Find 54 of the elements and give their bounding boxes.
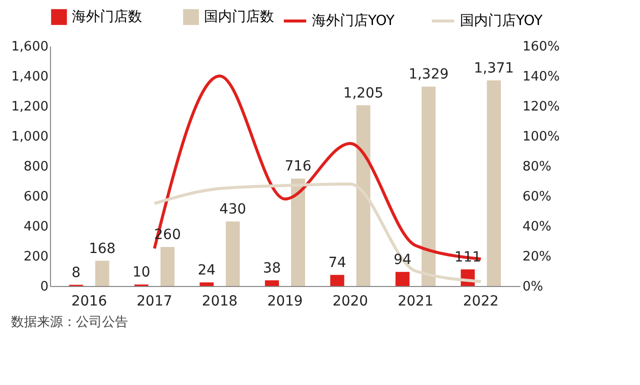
bar: [160, 247, 174, 286]
bar: [200, 282, 214, 286]
bar: [356, 105, 370, 286]
data-label: 10: [132, 264, 150, 280]
x-tick-label: 2020: [332, 294, 368, 310]
y2-tick-label: 80%: [522, 160, 552, 174]
x-tick-label: 2018: [202, 294, 238, 310]
y2-tick-label: 20%: [522, 250, 552, 264]
x-tick-label: 2022: [463, 294, 499, 310]
y2-tick-label: 60%: [522, 190, 552, 204]
data-label: 1,329: [408, 66, 449, 83]
data-label: 430: [219, 202, 246, 218]
y-tick-label: 200: [24, 250, 48, 264]
data-label: 38: [263, 260, 281, 276]
y2-tick-label: 160%: [522, 40, 560, 54]
y-tick-label: 400: [24, 220, 48, 234]
y2-tick-label: 40%: [522, 220, 552, 234]
y-tick-label: 600: [24, 190, 48, 204]
data-label: 8: [72, 264, 81, 281]
data-label: 168: [88, 240, 116, 257]
y2-tick-label: 140%: [522, 70, 560, 84]
x-tick-label: 2017: [136, 294, 172, 310]
y2-tick-label: 120%: [522, 100, 560, 114]
bar: [396, 272, 410, 286]
data-label: 94: [394, 252, 412, 268]
source-note: 数据来源：公司公告: [10, 315, 128, 330]
data-label: 1,205: [343, 85, 384, 102]
bar: [226, 222, 240, 286]
legend-label: 海外门店YOY: [312, 13, 396, 29]
legend-label: 国内门店YOY: [460, 13, 544, 29]
y-tick-label: 1,000: [11, 130, 48, 144]
x-tick-label: 2019: [267, 294, 303, 310]
bar: [264, 280, 279, 286]
line-series: [152, 182, 482, 283]
bar: [291, 178, 306, 286]
y-tick-label: 800: [24, 160, 48, 174]
data-label: 24: [198, 262, 216, 278]
x-tick-label: 2021: [398, 294, 434, 310]
y2-tick-label: 100%: [522, 130, 560, 144]
data-label: 74: [328, 254, 346, 271]
bar: [330, 274, 344, 286]
y-tick-label: 0: [40, 280, 48, 294]
bar: [486, 80, 501, 286]
legend-label: 国内门店数: [204, 9, 274, 26]
x-tick-label: 2016: [71, 294, 108, 310]
legend-label: 海外门店数: [72, 9, 142, 26]
data-label: 1,371: [474, 60, 514, 76]
bar: [422, 86, 436, 286]
bar: [95, 260, 110, 286]
y-tick-label: 1,600: [11, 40, 48, 54]
y-tick-label: 1,200: [11, 100, 48, 114]
y2-tick-label: 0%: [522, 280, 544, 294]
data-label: 716: [284, 158, 312, 175]
y-tick-label: 1,400: [11, 70, 48, 84]
